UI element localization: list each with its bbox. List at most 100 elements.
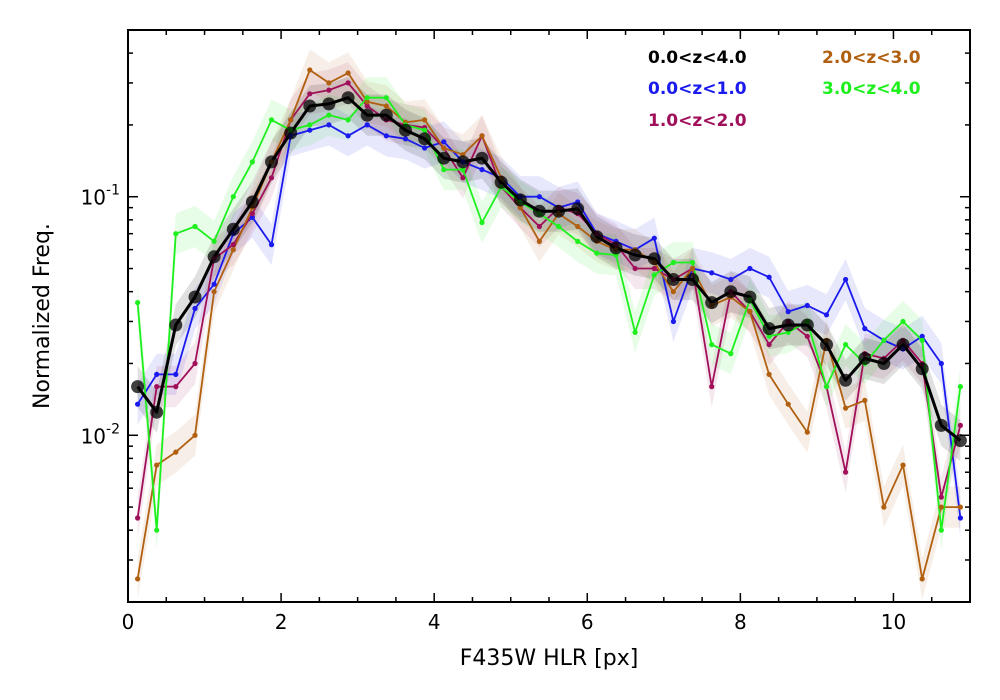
point-1-0-z-2-0 <box>364 103 370 109</box>
point-0-0-z-4-0 <box>724 285 738 299</box>
point-0-0-z-4-0 <box>839 373 853 387</box>
point-1-0-z-2-0 <box>804 333 810 339</box>
point-3-0-z-4-0 <box>364 95 370 101</box>
point-0-0-z-1-0 <box>938 360 944 367</box>
x-axis: 0 2 4 6 8 10 <box>122 30 971 634</box>
point-0-0-z-4-0 <box>513 193 527 207</box>
point-3-0-z-4-0 <box>326 112 332 118</box>
point-3-0-z-4-0 <box>594 250 600 256</box>
point-2-0-z-3-0 <box>345 70 351 76</box>
point-3-0-z-4-0 <box>307 122 313 128</box>
point-3-0-z-4-0 <box>938 527 944 533</box>
point-0-0-z-4-0 <box>188 290 202 304</box>
point-2-0-z-3-0 <box>230 247 236 253</box>
point-3-0-z-4-0 <box>230 194 236 200</box>
x-axis-label: F435W HLR [px] <box>460 646 639 671</box>
point-0-0-z-4-0 <box>322 97 336 111</box>
point-0-0-z-4-0 <box>953 434 967 448</box>
legend-entry: 3.0<z<4.0 <box>822 79 921 99</box>
point-3-0-z-4-0 <box>823 384 830 390</box>
point-2-0-z-3-0 <box>326 80 332 86</box>
point-1-0-z-2-0 <box>345 80 351 86</box>
point-3-0-z-4-0 <box>383 95 389 101</box>
point-3-0-z-4-0 <box>575 238 581 244</box>
point-0-0-z-4-0 <box>169 318 183 332</box>
point-0-0-z-4-0 <box>666 273 680 286</box>
point-2-0-z-3-0 <box>747 309 753 315</box>
point-0-0-z-1-0 <box>135 401 141 407</box>
point-2-0-z-3-0 <box>900 462 906 468</box>
point-3-0-z-4-0 <box>843 342 849 348</box>
point-2-0-z-3-0 <box>881 504 887 510</box>
point-3-0-z-4-0 <box>689 259 696 266</box>
point-2-0-z-3-0 <box>154 462 160 468</box>
point-1-0-z-2-0 <box>766 342 772 348</box>
point-0-0-z-1-0 <box>747 265 753 272</box>
point-2-0-z-3-0 <box>422 117 428 123</box>
series-line-0-0-z-1-0 <box>136 124 962 519</box>
legend-entry: 0.0<z<4.0 <box>648 48 747 68</box>
point-3-0-z-4-0 <box>441 167 447 173</box>
point-0-0-z-4-0 <box>532 204 546 218</box>
point-3-0-z-4-0 <box>632 329 638 335</box>
point-0-0-z-4-0 <box>934 418 948 432</box>
point-0-0-z-1-0 <box>326 122 332 128</box>
point-0-0-z-1-0 <box>249 214 255 220</box>
point-2-0-z-3-0 <box>766 371 772 377</box>
point-1-0-z-2-0 <box>307 91 313 97</box>
point-3-0-z-4-0 <box>422 127 428 133</box>
point-3-0-z-4-0 <box>881 337 887 343</box>
point-0-0-z-1-0 <box>651 235 657 241</box>
point-2-0-z-3-0 <box>173 449 179 455</box>
point-0-0-z-1-0 <box>383 133 389 139</box>
legend: 0.0<z<4.0 0.0<z<1.0 1.0<z<2.0 2.0<z<3.0 3.0<… <box>648 48 921 131</box>
point-2-0-z-3-0 <box>785 401 791 407</box>
point-3-0-z-4-0 <box>651 272 657 278</box>
point-0-0-z-4-0 <box>915 362 929 376</box>
point-2-0-z-3-0 <box>192 432 198 438</box>
point-3-0-z-4-0 <box>460 167 466 173</box>
point-0-0-z-4-0 <box>762 322 776 336</box>
point-2-0-z-3-0 <box>288 117 294 123</box>
point-2-0-z-3-0 <box>804 429 810 435</box>
point-3-0-z-4-0 <box>479 219 485 226</box>
point-0-0-z-1-0 <box>785 309 791 315</box>
point-0-0-z-1-0 <box>709 270 715 276</box>
point-0-0-z-4-0 <box>245 195 259 209</box>
point-3-0-z-4-0 <box>919 337 925 343</box>
point-2-0-z-3-0 <box>670 289 677 295</box>
point-0-0-z-4-0 <box>896 338 910 352</box>
point-0-0-z-4-0 <box>590 230 604 244</box>
point-3-0-z-4-0 <box>211 238 217 244</box>
point-1-0-z-2-0 <box>536 223 543 230</box>
point-3-0-z-4-0 <box>556 223 562 230</box>
legend-entry: 0.0<z<1.0 <box>648 79 747 99</box>
point-1-0-z-2-0 <box>709 384 715 390</box>
point-1-0-z-2-0 <box>154 384 160 390</box>
y-axis-label: Normalized Freq. <box>30 223 55 409</box>
point-0-0-z-1-0 <box>479 167 485 173</box>
point-2-0-z-3-0 <box>575 223 581 230</box>
point-0-0-z-4-0 <box>437 151 451 165</box>
point-3-0-z-4-0 <box>709 342 715 348</box>
point-0-0-z-4-0 <box>131 380 145 394</box>
point-1-0-z-2-0 <box>192 360 198 367</box>
point-3-0-z-4-0 <box>154 527 160 533</box>
point-2-0-z-3-0 <box>383 103 389 109</box>
y-tick-label: 10-1 <box>81 183 120 210</box>
point-1-0-z-2-0 <box>135 515 141 521</box>
legend-entry: 1.0<z<2.0 <box>648 111 747 131</box>
point-2-0-z-3-0 <box>441 145 447 151</box>
point-0-0-z-4-0 <box>341 91 355 105</box>
point-2-0-z-3-0 <box>938 504 944 510</box>
series-line-3-0-z-4-0 <box>136 96 962 532</box>
point-2-0-z-3-0 <box>689 265 696 272</box>
point-0-0-z-4-0 <box>609 241 623 255</box>
point-0-0-z-4-0 <box>705 296 719 310</box>
point-1-0-z-2-0 <box>957 422 964 428</box>
point-2-0-z-3-0 <box>957 504 964 510</box>
point-3-0-z-4-0 <box>249 159 255 165</box>
point-0-0-z-1-0 <box>728 276 734 283</box>
point-0-0-z-1-0 <box>422 145 428 151</box>
